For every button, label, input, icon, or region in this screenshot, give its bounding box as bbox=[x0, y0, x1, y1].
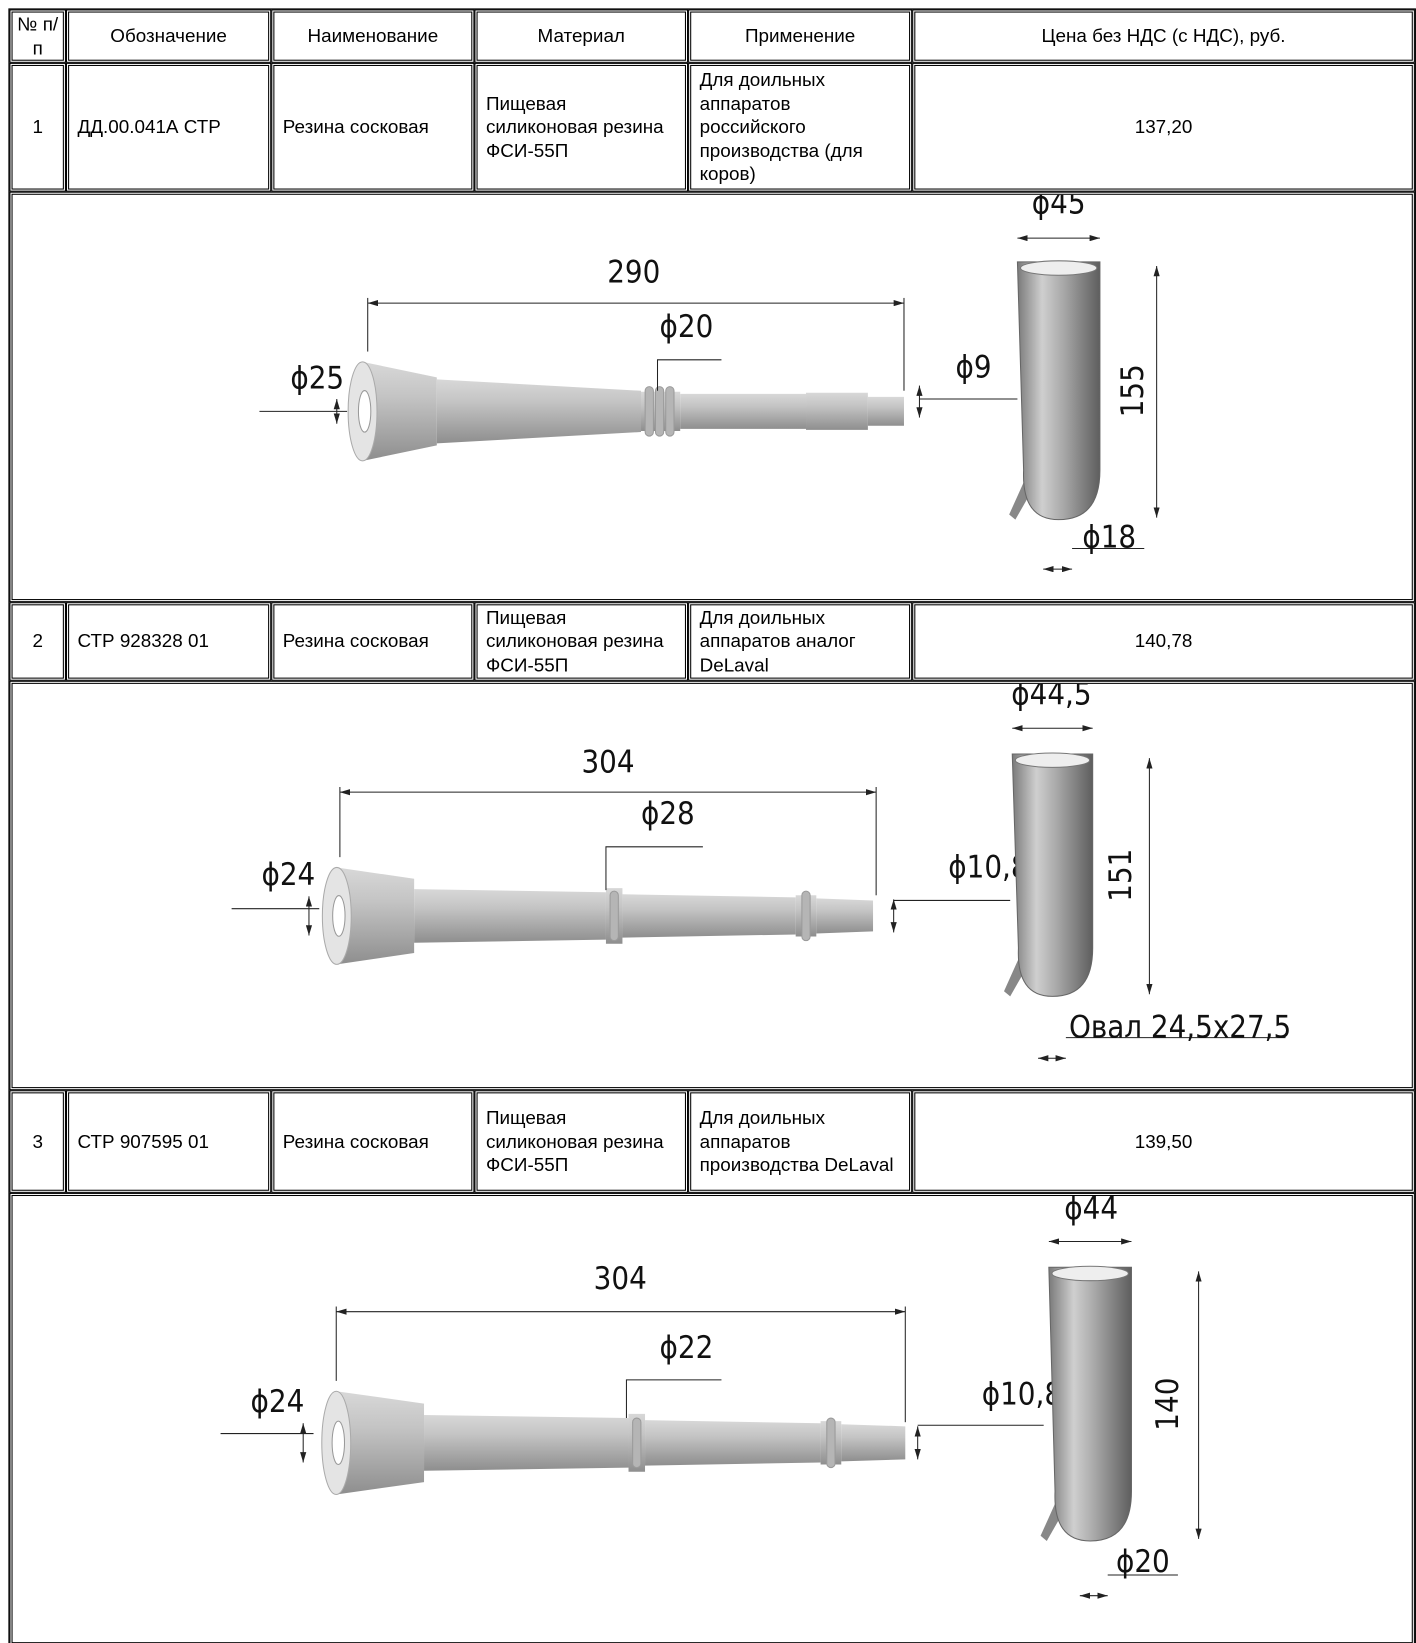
dim-label: ϕ44 bbox=[1064, 1196, 1118, 1227]
liner-ring bbox=[609, 890, 619, 942]
dim-label: ϕ10,8 bbox=[982, 1377, 1062, 1413]
liner-body bbox=[806, 392, 868, 430]
item-row: 2 СТР 928328 01 Резина сосковая Пищевая сил… bbox=[9, 602, 1415, 681]
liner-ring bbox=[826, 1417, 836, 1469]
liner-hole bbox=[357, 390, 372, 433]
drawing-cell: 304 ϕ22 ϕ24 ϕ10,8 ϕ44 140 ϕ20 bbox=[9, 1192, 1415, 1643]
dim-label: Овал 24,5x27,5 bbox=[1069, 1010, 1291, 1046]
liner-body bbox=[622, 894, 796, 938]
liner-body bbox=[645, 1420, 821, 1466]
dim-label: ϕ44,5 bbox=[1011, 684, 1091, 713]
drawing-cell: 304 ϕ28 ϕ24 ϕ10,8 ϕ44,5 151 Овал 24,5x27,5 bbox=[9, 680, 1415, 1091]
item-row: 1 ДД.00.041А СТР Резина сосковая Пищевая си… bbox=[9, 62, 1415, 192]
dim-label: ϕ20 bbox=[1116, 1544, 1170, 1580]
item-price: 140,78 bbox=[912, 602, 1415, 681]
liner-hole bbox=[332, 895, 346, 937]
header-cell: Обозначение bbox=[65, 9, 272, 63]
item-code: ДД.00.041А СТР bbox=[65, 62, 272, 192]
item-name: Резина сосковая bbox=[271, 1090, 475, 1193]
item-name: Резина сосковая bbox=[271, 62, 475, 192]
shell-mouth bbox=[1051, 1265, 1129, 1282]
item-num: 3 bbox=[9, 1090, 66, 1193]
liner-ring bbox=[632, 1417, 642, 1469]
drawing-row: 304 ϕ22 ϕ24 ϕ10,8 ϕ44 140 ϕ20 bbox=[9, 1192, 1415, 1643]
liner-body bbox=[424, 1414, 629, 1471]
drawing-row: 304 ϕ28 ϕ24 ϕ10,8 ϕ44,5 151 Овал 24,5x27,5 bbox=[9, 680, 1415, 1091]
liner-ring bbox=[665, 386, 675, 437]
dim-label: ϕ9 bbox=[956, 349, 992, 385]
dim-label: ϕ28 bbox=[641, 796, 695, 832]
liner-ring bbox=[654, 386, 665, 437]
shell bbox=[1016, 261, 1101, 521]
shell bbox=[1011, 753, 1094, 997]
item-material: Пищевая силиконовая резина ФСИ-55П bbox=[474, 1090, 689, 1193]
liner-body bbox=[841, 1424, 906, 1462]
liner-ring bbox=[644, 386, 654, 437]
item-price: 139,50 bbox=[912, 1090, 1415, 1193]
item-material: Пищевая силиконовая резина ФСИ-55П bbox=[474, 602, 689, 681]
item-code: СТР 928328 01 bbox=[65, 602, 272, 681]
liner-body bbox=[867, 396, 904, 426]
drawing: 304 ϕ22 ϕ24 ϕ10,8 ϕ44 140 ϕ20 bbox=[220, 1196, 1202, 1599]
dim-label: 304 bbox=[594, 1261, 647, 1297]
liner-body bbox=[816, 898, 874, 934]
drawing-cell: 290 ϕ20 ϕ25 ϕ9 ϕ45 155 ϕ18 bbox=[9, 191, 1415, 603]
header-cell: Применение bbox=[688, 9, 913, 63]
liner-body bbox=[680, 393, 807, 429]
liner-body bbox=[436, 379, 642, 444]
liner-ring bbox=[801, 890, 811, 942]
item-code: СТР 907595 01 bbox=[65, 1090, 272, 1193]
dim-label: ϕ24 bbox=[251, 1384, 305, 1420]
header-cell: № п/п bbox=[9, 9, 66, 63]
header-cell: Цена без НДС (с НДС), руб. bbox=[912, 9, 1415, 63]
liner-hole bbox=[331, 1420, 346, 1466]
price-table: № п/п Обозначение Наименование Материал Прим… bbox=[8, 8, 1416, 1643]
liner-body bbox=[414, 889, 606, 943]
item-name: Резина сосковая bbox=[271, 602, 475, 681]
item-num: 2 bbox=[9, 602, 66, 681]
shell bbox=[1048, 1266, 1132, 1542]
item-use: Для доильных аппаратов аналог DeLaval bbox=[688, 602, 913, 681]
shell-mouth bbox=[1019, 260, 1098, 276]
dim-label: 304 bbox=[581, 745, 634, 781]
liner-body bbox=[336, 1391, 425, 1495]
dim-label: 290 bbox=[607, 254, 660, 290]
liner-body bbox=[336, 867, 415, 965]
leader bbox=[656, 359, 722, 391]
dim-label: 155 bbox=[1115, 364, 1151, 417]
item-num: 1 bbox=[9, 62, 66, 192]
item-row: 3 СТР 907595 01 Резина сосковая Пищевая сил… bbox=[9, 1090, 1415, 1193]
dim-label: ϕ24 bbox=[262, 857, 316, 893]
leader bbox=[605, 846, 703, 891]
header-row: № п/п Обозначение Наименование Материал Прим… bbox=[9, 9, 1415, 63]
shell-mouth bbox=[1014, 752, 1091, 768]
item-use: Для доильных аппаратов производства DeLa… bbox=[688, 1090, 913, 1193]
dim-label: ϕ22 bbox=[659, 1330, 713, 1366]
item-use: Для доильных аппаратов российского произ… bbox=[688, 62, 913, 192]
dim-label: ϕ45 bbox=[1032, 195, 1086, 222]
liner-body bbox=[362, 361, 437, 461]
dim-label: 140 bbox=[1150, 1378, 1186, 1431]
header-cell: Наименование bbox=[271, 9, 475, 63]
item-material: Пищевая силиконовая резина ФСИ-55П bbox=[474, 62, 689, 192]
dim-label: 151 bbox=[1103, 849, 1139, 902]
drawing-row: 290 ϕ20 ϕ25 ϕ9 ϕ45 155 ϕ18 bbox=[9, 191, 1415, 603]
leader bbox=[625, 1379, 722, 1419]
item-price: 137,20 bbox=[912, 62, 1415, 192]
header-cell: Материал bbox=[474, 9, 689, 63]
dim-label: ϕ20 bbox=[660, 309, 714, 345]
dim-label: ϕ25 bbox=[290, 361, 344, 397]
dim-label: ϕ18 bbox=[1082, 519, 1136, 555]
